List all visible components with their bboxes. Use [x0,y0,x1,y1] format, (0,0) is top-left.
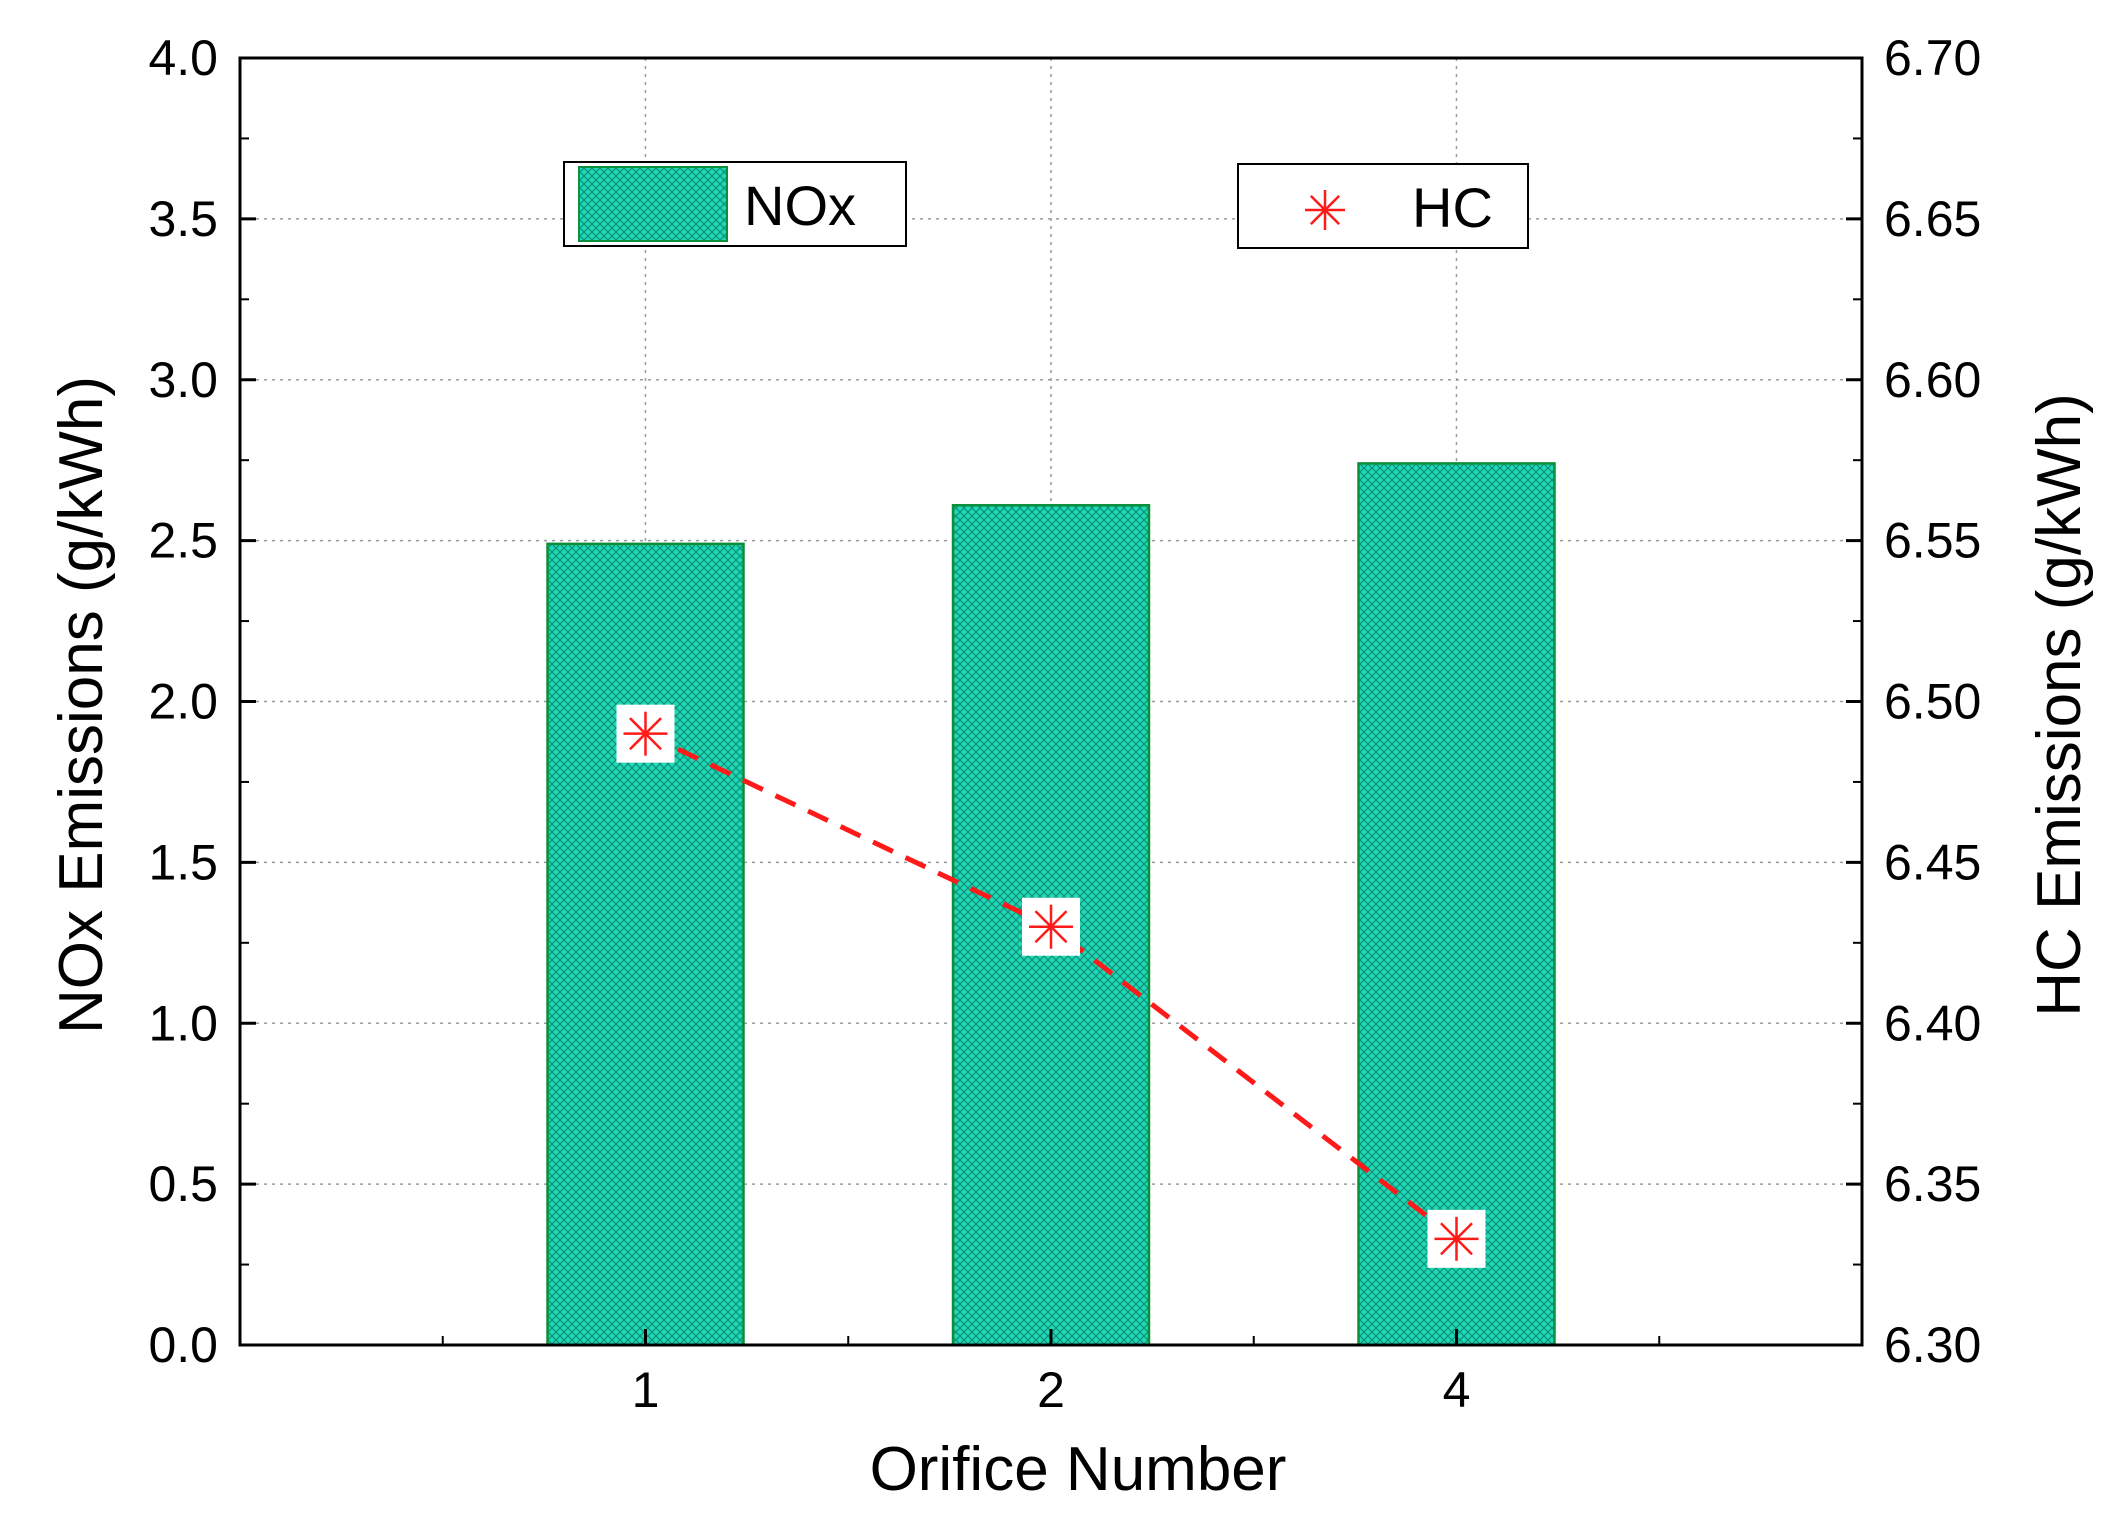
hc-point-1 [616,704,675,763]
legend-hc: HC [1237,163,1529,249]
nox-bar-1 [546,542,745,1347]
x-axis-ticks: 1 2 4 [441,1329,1661,1418]
nox-bar-4 [1357,462,1556,1347]
hc-point-4 [1427,1209,1486,1268]
right-axis-ticks: 6.30 6.35 6.40 6.45 6.50 6.55 6.60 6.65 6.70 [1846,30,1981,1373]
left-tick-label: 3.5 [148,191,218,247]
right-tick-label: 6.45 [1884,834,1981,890]
right-tick-label: 6.60 [1884,352,1981,408]
left-axis-title: NOx Emissions (g/kWh) [47,376,116,1034]
legend-nox-label: NOx [744,174,856,237]
legend-nox-swatch [578,166,728,242]
left-axis-ticks: 0.0 0.5 1.0 1.5 2.0 2.5 3.0 3.5 4.0 [148,30,256,1373]
legend-hc-asterisk-stroke [1309,194,1341,226]
left-tick-label: 2.0 [148,674,218,730]
right-axis-title: HC Emissions (g/kWh) [2025,393,2094,1017]
legend-nox: NOx [563,161,907,247]
legend-hc-label: HC [1412,176,1493,239]
hc-point-2 [1022,897,1080,956]
right-tick-label: 6.65 [1884,191,1981,247]
left-tick-label: 0.5 [148,1156,218,1212]
right-tick-label: 6.30 [1884,1317,1981,1373]
left-tick-label: 2.5 [148,513,218,569]
legend-hc-asterisk [1305,190,1345,230]
nox-bars [546,462,1556,1347]
x-tick-label: 2 [1037,1362,1065,1418]
legend-hc-marker [1305,190,1345,230]
right-tick-label: 6.40 [1884,995,1981,1051]
legend-hc-box [1237,163,1529,249]
hc-point-4-stroke [1440,1222,1473,1256]
hc-point-1-stroke [629,717,662,751]
hc-point-2-stroke [1034,910,1068,944]
right-tick-label: 6.50 [1884,674,1981,730]
hc-line-series [616,704,1486,1268]
right-tick-label: 6.70 [1884,30,1981,86]
left-tick-label: 1.0 [148,995,218,1051]
x-tick-label: 1 [632,1362,660,1418]
left-tick-label: 0.0 [148,1317,218,1373]
x-tick-label: 4 [1443,1362,1471,1418]
left-tick-label: 1.5 [148,834,218,890]
x-axis-title: Orifice Number [870,1435,1287,1504]
left-tick-label: 3.0 [148,352,218,408]
right-tick-label: 6.55 [1884,513,1981,569]
left-tick-label: 4.0 [148,30,218,86]
right-tick-label: 6.35 [1884,1156,1981,1212]
